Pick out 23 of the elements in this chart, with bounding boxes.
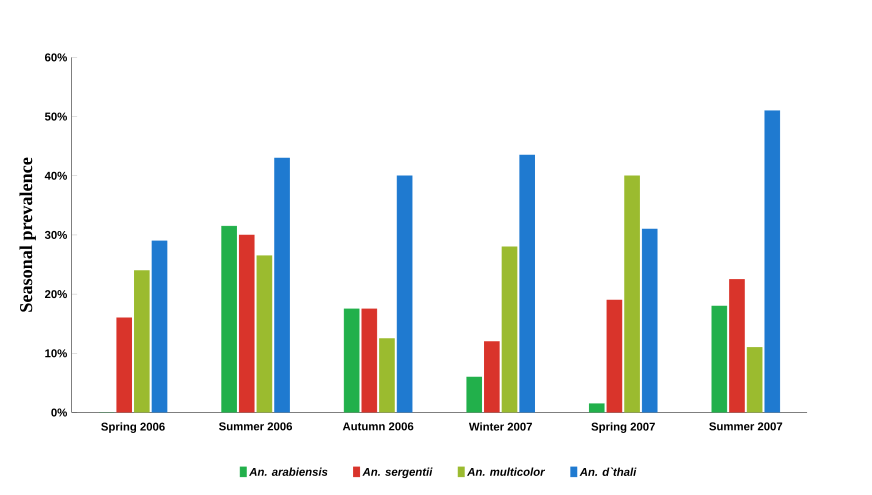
y-tick-label: 10%	[45, 349, 67, 358]
y-tick-label: 20%	[44, 290, 67, 298]
bar	[221, 226, 237, 412]
bar	[588, 403, 605, 412]
y-tick-label: 30%	[44, 230, 67, 239]
x-tick-label: Autumn 2006	[342, 422, 414, 430]
y-tick-label: 50%	[44, 112, 67, 121]
x-tick-label: Spring 2006	[101, 422, 165, 433]
y-tick-label: 40%	[44, 172, 67, 180]
x-tick-label: Spring 2007	[591, 422, 655, 433]
legend-label: An. sergentii	[362, 468, 433, 478]
legend-label: An. d`thali	[580, 468, 636, 476]
y-tick-label: 0%	[51, 408, 67, 417]
bar	[712, 306, 728, 412]
bar	[466, 376, 482, 412]
x-tick-label: Winter 2007	[468, 422, 532, 431]
x-tick-label: Summer 2007	[709, 422, 782, 430]
legend-label: An. arabiensis	[249, 468, 328, 476]
bar	[344, 308, 360, 412]
y-tick-label: 60%	[44, 53, 67, 62]
y-axis-title: Seasonal prevalence	[19, 158, 36, 312]
legend-label: An. multicolor	[467, 468, 546, 476]
x-tick-label: Summer 2006	[219, 422, 292, 430]
